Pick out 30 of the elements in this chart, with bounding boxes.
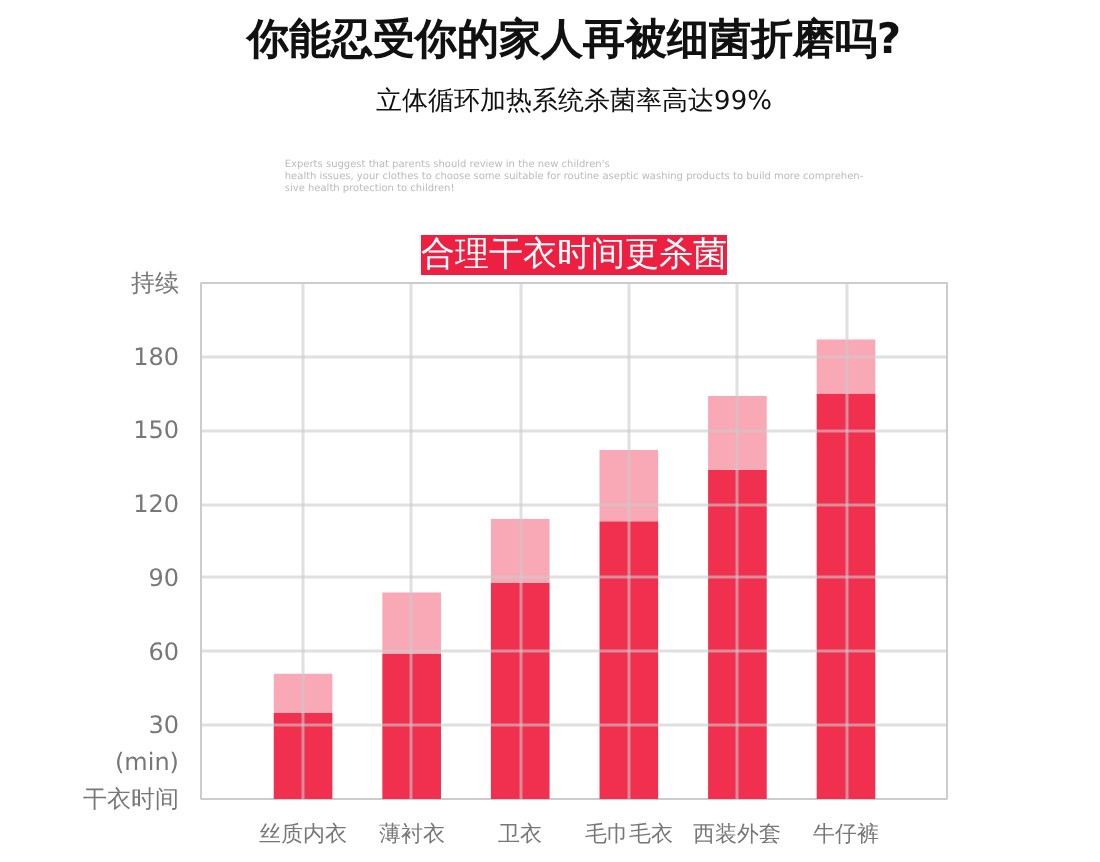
- bar: [273, 673, 333, 713]
- x-tick-label: 西装外套: [693, 821, 782, 847]
- x-tick-label: 丝质内衣: [259, 821, 348, 847]
- x-tick-label: 牛仔裤: [813, 821, 880, 847]
- text: 合理干衣时间更杀菌: [421, 235, 727, 275]
- text: (min): [115, 748, 180, 777]
- y-tick-label: 持续: [131, 269, 179, 297]
- y-tick-label: 150: [133, 416, 179, 445]
- bar: [490, 582, 550, 799]
- bar: [816, 393, 876, 799]
- y-tick-label: 120: [133, 490, 179, 519]
- bar: [273, 713, 333, 799]
- bar: [599, 450, 659, 522]
- bar: [599, 521, 659, 799]
- bar: [382, 654, 441, 799]
- y-tick-label: 60: [148, 637, 180, 666]
- chart-subtitle: 立体循环加热系统杀菌率高达99%: [376, 85, 772, 117]
- bar: [708, 469, 767, 799]
- bar: [490, 518, 550, 583]
- y-tick-label: 90: [148, 563, 180, 592]
- chart-title: 你能忍受你的家人再被细菌折磨吗?: [244, 15, 902, 63]
- bar: [382, 592, 441, 655]
- y-tick-label: 180: [133, 342, 179, 371]
- x-tick-label: 毛巾毛衣: [584, 821, 673, 847]
- x-tick-label: 薄衬衣: [378, 821, 445, 847]
- x-tick-label: 卫衣: [498, 821, 543, 847]
- bar: [816, 339, 876, 394]
- y-tick-label: 30: [148, 711, 180, 740]
- bar: [708, 396, 767, 470]
- y-tick-label: 干衣时间: [83, 785, 179, 813]
